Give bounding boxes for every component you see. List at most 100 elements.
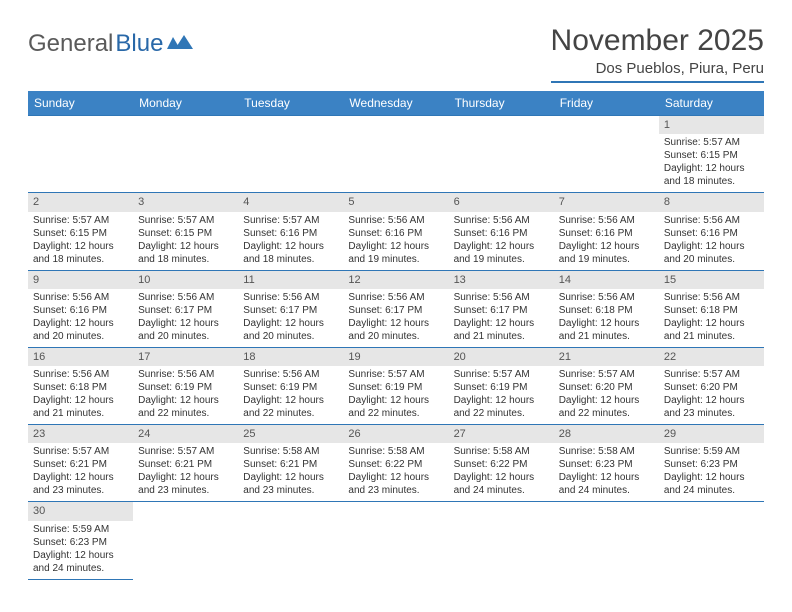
day-details: Sunrise: 5:57 AMSunset: 6:20 PMDaylight:… xyxy=(554,368,659,424)
calendar-empty-cell xyxy=(343,502,448,579)
sunset-text: Sunset: 6:16 PM xyxy=(33,304,128,317)
weekday-header: Saturday xyxy=(659,91,764,116)
day-number: 29 xyxy=(659,425,764,443)
sunrise-text: Sunrise: 5:56 AM xyxy=(33,368,128,381)
daylight-text: Daylight: 12 hours and 22 minutes. xyxy=(138,394,233,420)
daylight-text: Daylight: 12 hours and 23 minutes. xyxy=(243,471,338,497)
calendar-day-cell: 6Sunrise: 5:56 AMSunset: 6:16 PMDaylight… xyxy=(449,193,554,270)
day-number: 27 xyxy=(449,425,554,443)
sunrise-text: Sunrise: 5:57 AM xyxy=(664,368,759,381)
day-details: Sunrise: 5:57 AMSunset: 6:16 PMDaylight:… xyxy=(238,214,343,270)
day-number: 5 xyxy=(343,193,448,211)
logo-word-general: General xyxy=(28,30,113,58)
calendar-day-cell: 20Sunrise: 5:57 AMSunset: 6:19 PMDayligh… xyxy=(449,347,554,424)
daylight-text: Daylight: 12 hours and 21 minutes. xyxy=(559,317,654,343)
day-details: Sunrise: 5:57 AMSunset: 6:15 PMDaylight:… xyxy=(659,136,764,192)
sunset-text: Sunset: 6:20 PM xyxy=(664,381,759,394)
day-number: 23 xyxy=(28,425,133,443)
calendar-empty-cell xyxy=(28,116,133,193)
day-number: 25 xyxy=(238,425,343,443)
day-number: 13 xyxy=(449,271,554,289)
calendar-empty-cell xyxy=(133,502,238,579)
calendar-day-cell: 1Sunrise: 5:57 AMSunset: 6:15 PMDaylight… xyxy=(659,116,764,193)
daylight-text: Daylight: 12 hours and 20 minutes. xyxy=(664,240,759,266)
day-number: 4 xyxy=(238,193,343,211)
daylight-text: Daylight: 12 hours and 18 minutes. xyxy=(138,240,233,266)
sunset-text: Sunset: 6:19 PM xyxy=(243,381,338,394)
sunrise-text: Sunrise: 5:56 AM xyxy=(454,291,549,304)
sunset-text: Sunset: 6:17 PM xyxy=(348,304,443,317)
sunset-text: Sunset: 6:19 PM xyxy=(348,381,443,394)
daylight-text: Daylight: 12 hours and 24 minutes. xyxy=(664,471,759,497)
day-details: Sunrise: 5:57 AMSunset: 6:21 PMDaylight:… xyxy=(133,445,238,501)
day-details: Sunrise: 5:58 AMSunset: 6:21 PMDaylight:… xyxy=(238,445,343,501)
weekday-header-row: Sunday Monday Tuesday Wednesday Thursday… xyxy=(28,91,764,116)
day-details: Sunrise: 5:56 AMSunset: 6:17 PMDaylight:… xyxy=(343,291,448,347)
day-number: 2 xyxy=(28,193,133,211)
calendar-table: Sunday Monday Tuesday Wednesday Thursday… xyxy=(28,91,764,580)
sunrise-text: Sunrise: 5:57 AM xyxy=(454,368,549,381)
weekday-header: Wednesday xyxy=(343,91,448,116)
calendar-empty-cell xyxy=(238,502,343,579)
sunset-text: Sunset: 6:18 PM xyxy=(664,304,759,317)
daylight-text: Daylight: 12 hours and 23 minutes. xyxy=(348,471,443,497)
logo: GeneralBlue xyxy=(28,30,193,58)
sunset-text: Sunset: 6:18 PM xyxy=(559,304,654,317)
sunrise-text: Sunrise: 5:56 AM xyxy=(33,291,128,304)
day-details: Sunrise: 5:56 AMSunset: 6:19 PMDaylight:… xyxy=(238,368,343,424)
sunrise-text: Sunrise: 5:56 AM xyxy=(243,291,338,304)
day-details: Sunrise: 5:57 AMSunset: 6:19 PMDaylight:… xyxy=(343,368,448,424)
day-details: Sunrise: 5:56 AMSunset: 6:19 PMDaylight:… xyxy=(133,368,238,424)
calendar-day-cell: 7Sunrise: 5:56 AMSunset: 6:16 PMDaylight… xyxy=(554,193,659,270)
calendar-empty-cell xyxy=(449,116,554,193)
day-number: 6 xyxy=(449,193,554,211)
weekday-header: Friday xyxy=(554,91,659,116)
sunset-text: Sunset: 6:16 PM xyxy=(243,227,338,240)
daylight-text: Daylight: 12 hours and 20 minutes. xyxy=(138,317,233,343)
daylight-text: Daylight: 12 hours and 23 minutes. xyxy=(33,471,128,497)
calendar-day-cell: 28Sunrise: 5:58 AMSunset: 6:23 PMDayligh… xyxy=(554,425,659,502)
sunrise-text: Sunrise: 5:59 AM xyxy=(664,445,759,458)
calendar-day-cell: 19Sunrise: 5:57 AMSunset: 6:19 PMDayligh… xyxy=(343,347,448,424)
day-number: 26 xyxy=(343,425,448,443)
day-number: 18 xyxy=(238,348,343,366)
day-details: Sunrise: 5:56 AMSunset: 6:16 PMDaylight:… xyxy=(554,214,659,270)
calendar-row: 30Sunrise: 5:59 AMSunset: 6:23 PMDayligh… xyxy=(28,502,764,579)
daylight-text: Daylight: 12 hours and 18 minutes. xyxy=(664,162,759,188)
daylight-text: Daylight: 12 hours and 24 minutes. xyxy=(454,471,549,497)
sunrise-text: Sunrise: 5:56 AM xyxy=(559,291,654,304)
daylight-text: Daylight: 12 hours and 18 minutes. xyxy=(33,240,128,266)
day-number: 15 xyxy=(659,271,764,289)
page-title: November 2025 xyxy=(551,24,764,58)
sunrise-text: Sunrise: 5:57 AM xyxy=(664,136,759,149)
sunset-text: Sunset: 6:19 PM xyxy=(454,381,549,394)
calendar-day-cell: 4 Sunrise: 5:57 AMSunset: 6:16 PMDaylight… xyxy=(238,193,343,270)
calendar-day-cell: 9Sunrise: 5:56 AMSunset: 6:16 PMDaylight… xyxy=(28,270,133,347)
sunrise-text: Sunrise: 5:56 AM xyxy=(664,291,759,304)
day-number: 10 xyxy=(133,271,238,289)
calendar-day-cell: 12Sunrise: 5:56 AMSunset: 6:17 PMDayligh… xyxy=(343,270,448,347)
title-block: November 2025 Dos Pueblos, Piura, Peru xyxy=(551,24,764,83)
calendar-day-cell: 3Sunrise: 5:57 AMSunset: 6:15 PMDaylight… xyxy=(133,193,238,270)
daylight-text: Daylight: 12 hours and 21 minutes. xyxy=(33,394,128,420)
sunrise-text: Sunrise: 5:57 AM xyxy=(33,445,128,458)
day-number: 22 xyxy=(659,348,764,366)
weekday-header: Thursday xyxy=(449,91,554,116)
daylight-text: Daylight: 12 hours and 18 minutes. xyxy=(243,240,338,266)
sunrise-text: Sunrise: 5:57 AM xyxy=(559,368,654,381)
sunset-text: Sunset: 6:17 PM xyxy=(138,304,233,317)
calendar-day-cell: 13Sunrise: 5:56 AMSunset: 6:17 PMDayligh… xyxy=(449,270,554,347)
daylight-text: Daylight: 12 hours and 19 minutes. xyxy=(454,240,549,266)
calendar-row: 16Sunrise: 5:56 AMSunset: 6:18 PMDayligh… xyxy=(28,347,764,424)
day-number: 20 xyxy=(449,348,554,366)
sunrise-text: Sunrise: 5:57 AM xyxy=(33,214,128,227)
sunset-text: Sunset: 6:21 PM xyxy=(243,458,338,471)
day-number: 24 xyxy=(133,425,238,443)
sunset-text: Sunset: 6:21 PM xyxy=(138,458,233,471)
header: GeneralBlue November 2025 Dos Pueblos, P… xyxy=(28,24,764,83)
calendar-day-cell: 2Sunrise: 5:57 AMSunset: 6:15 PMDaylight… xyxy=(28,193,133,270)
sunrise-text: Sunrise: 5:56 AM xyxy=(454,214,549,227)
sunset-text: Sunset: 6:22 PM xyxy=(454,458,549,471)
sunset-text: Sunset: 6:20 PM xyxy=(559,381,654,394)
calendar-day-cell: 25 Sunrise: 5:58 AMSunset: 6:21 PMDayligh… xyxy=(238,425,343,502)
